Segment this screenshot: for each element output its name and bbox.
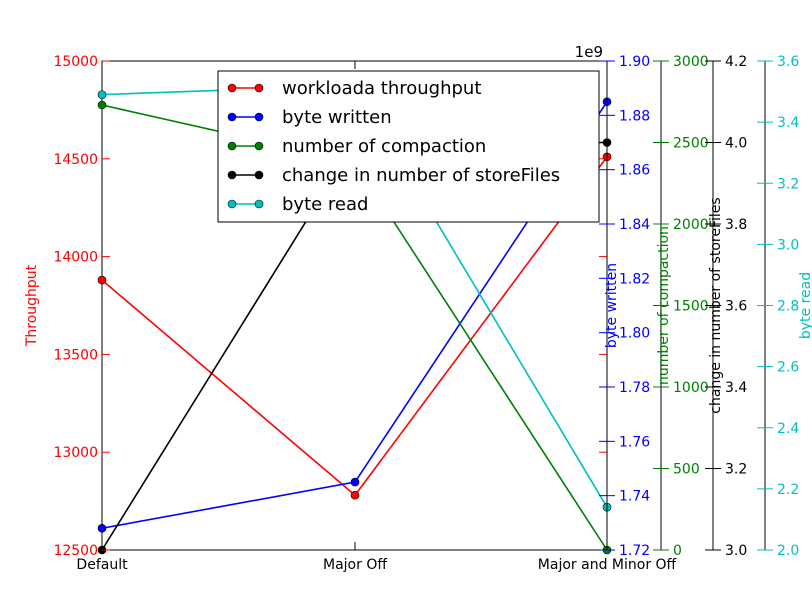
y-tick-label: 1.88 [619,108,650,124]
legend-marker [227,170,237,180]
legend-entry: byte written [227,107,392,128]
y-axis-storefiles: 3.0 3.2 3.4 3.6 3.8 4.0 4.2 change in number of… [705,54,747,559]
y-tick-label: 3.4 [777,115,799,131]
y-tick-label: 2.2 [777,482,799,498]
y-tick-label: 3.8 [725,217,747,233]
y-axis-label: number of compaction [656,226,672,385]
y-axis-bytes_written: 1.72 1.74 1.76 1.78 1.80 1.82 1.84 1.86 1.88 1.90… [575,43,651,559]
y-tick-label: 0 [673,543,682,559]
category-axis: Default Major Off Major and Minor Off [76,61,677,573]
x-tick-label: Default [76,557,128,573]
y-axis-label: Throughput [24,264,40,347]
legend-marker [254,199,264,209]
y-tick-label: 1.78 [619,380,650,396]
legend-marker [227,83,237,93]
y-tick-label: 1.72 [619,543,650,559]
y-tick-label: 1000 [673,380,709,396]
y-tick-label: 3.6 [725,299,747,315]
y-tick-label: 1.80 [619,326,650,342]
y-axis-throughput: 12500 13000 13500 14000 14500 15000 Throughput [24,54,607,559]
y-tick-label: 3.6 [777,54,799,70]
y-tick-label: 4.0 [725,136,747,152]
legend-marker [254,141,264,151]
data-point [97,90,107,99]
y-tick-label: 4.2 [725,54,747,70]
y-axis-label: byte read [798,272,812,339]
y-tick-label: 2.6 [777,360,799,376]
y-tick-label: 3.0 [777,237,799,253]
y-axis-bytes_read: 2.0 2.2 2.4 2.6 2.8 3.0 3.2 3.4 3.6 byte read [757,54,812,559]
y-axis-label: byte written [604,263,620,348]
legend-marker [227,112,237,122]
y-tick-label: 14000 [53,250,98,266]
legend-entry: workloada throughput [227,78,481,99]
legend-marker [227,199,237,209]
legend-label: byte read [282,194,368,215]
legend-marker [227,141,237,151]
legend-marker [254,170,264,180]
legend-label: number of compaction [282,136,486,157]
data-point [350,490,360,500]
y-tick-label: 3.0 [725,543,747,559]
y-tick-label: 1500 [673,299,709,315]
legend-marker [254,83,264,93]
y-tick-label: 1.86 [619,163,650,179]
series-line [97,97,612,533]
y-axis-compactions: 0 500 1000 1500 2000 2500 3000 number of compac… [653,54,709,559]
legend-box [217,70,600,223]
y-tick-label: 14500 [53,152,98,168]
y-tick-label: 1.76 [619,434,650,450]
legend-label: byte written [282,107,392,128]
y-tick-label: 13000 [53,445,98,461]
legend-entry: number of compaction [227,136,486,157]
y-tick-label: 2.0 [777,543,799,559]
y-tick-label: 3.2 [777,176,799,192]
data-point [97,100,107,110]
y-tick-label: 500 [673,462,700,478]
y-tick-label: 2500 [673,136,709,152]
y-axis-label: change in number of storeFiles [708,197,724,413]
legend-entry: change in number of storeFiles [227,165,560,186]
legend-label: workloada throughput [282,78,481,99]
y-tick-label: 3000 [673,54,709,70]
legend-entry: byte read [227,194,368,215]
data-point [97,275,107,285]
y-tick-label: 2.8 [777,299,799,315]
legend: workloada throughput byte written number o… [217,70,600,223]
y-tick-label: 12500 [53,543,98,559]
y-tick-label: 3.2 [725,462,747,478]
legend-label: change in number of storeFiles [282,165,560,186]
data-point [97,523,107,533]
y-tick-label: 1.84 [619,217,650,233]
y-tick-label: 2000 [673,217,709,233]
y-tick-label: 1.82 [619,271,650,287]
y-tick-label: 2.4 [777,421,799,437]
y-tick-label: 15000 [53,54,98,70]
y-tick-label: 1.90 [619,54,650,70]
legend-marker [254,112,264,122]
y-tick-label: 13500 [53,347,98,363]
data-point [350,477,360,487]
y-axis-multiplier: 1e9 [575,43,603,61]
axes-layer: 125001300013500140001450015000Throughput… [24,43,812,559]
x-tick-label: Major Off [323,557,387,573]
y-tick-label: 1.74 [619,489,650,505]
y-tick-label: 3.4 [725,380,747,396]
x-tick-label: Major and Minor Off [538,557,677,573]
